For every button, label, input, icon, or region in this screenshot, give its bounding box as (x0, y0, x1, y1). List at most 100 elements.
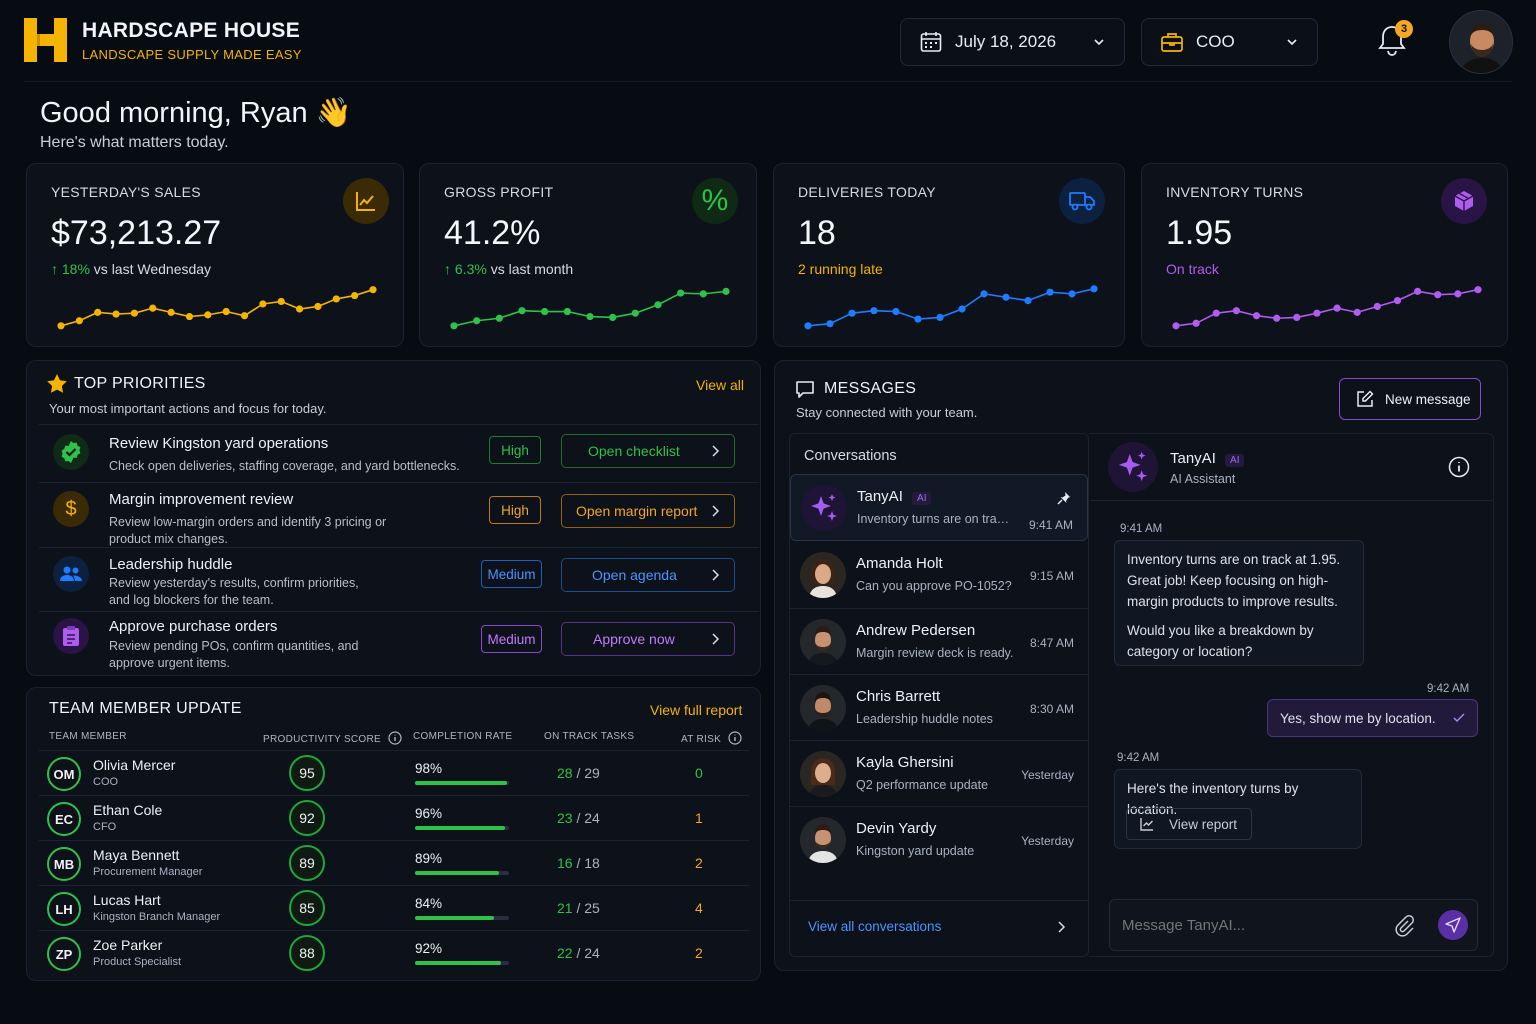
sparkline-path (60, 288, 374, 327)
role-selector[interactable]: COO (1141, 18, 1318, 66)
sparkline-point (204, 311, 212, 319)
open-margin-report-button[interactable]: Open margin report (561, 494, 735, 528)
priorities-title: TOP PRIORITIES (74, 375, 206, 392)
member-name: Ethan Cole (93, 802, 163, 818)
message-time: 9:42 AM (1117, 752, 1160, 764)
sparkline-point (1414, 287, 1422, 295)
member-name: Olivia Mercer (93, 757, 176, 773)
open-agenda-button[interactable]: Open agenda (561, 558, 735, 592)
messages-title: MESSAGES (824, 380, 917, 397)
conversations-list: Conversations TanyAI AI Inventory turns … (789, 433, 1089, 957)
sparkline-point (609, 313, 617, 321)
conversation-devin-yardy[interactable]: Devin Yardy Kingston yard update Yesterd… (790, 806, 1088, 872)
team-row[interactable]: OM Olivia Mercer COO 95 98% 28 / 29 0 (39, 750, 749, 795)
check-circle-icon (53, 434, 89, 470)
notification-badge: 3 (1395, 20, 1413, 38)
sparkline-path (807, 288, 1095, 327)
conversation-kayla-ghersini[interactable]: Kayla Ghersini Q2 performance update Yes… (790, 740, 1088, 806)
greeting-title: Good morning, Ryan 👋 (40, 97, 352, 129)
user-avatar[interactable] (1449, 10, 1513, 74)
sparkline-point (1046, 288, 1054, 296)
completion-rate: 84% (415, 896, 443, 911)
chat-name: TanyAI AI (1170, 450, 1245, 467)
completion-rate: 98% (415, 761, 443, 776)
team-row[interactable]: LH Lucas Hart Kingston Branch Manager 85… (39, 885, 749, 930)
sparkline-point (1002, 293, 1010, 301)
chevron-down-icon (1094, 39, 1104, 46)
at-risk-count: 2 (695, 855, 703, 871)
ai-message-bubble: Inventory turns are on track at 1.95. Gr… (1114, 540, 1364, 666)
sparkline-point (1192, 319, 1200, 327)
user-avatar-icon (1450, 11, 1512, 73)
priority-badge-medium: Medium (481, 560, 542, 588)
pin-icon[interactable] (1057, 491, 1071, 505)
conversation-amanda-holt[interactable]: Amanda Holt Can you approve PO-1052? 9:1… (790, 542, 1088, 608)
conversation-tanyai[interactable]: TanyAI AI Inventory turns are on track..… (790, 474, 1088, 541)
open-checklist-button[interactable]: Open checklist (561, 434, 735, 468)
team-title: TEAM MEMBER UPDATE (49, 700, 242, 717)
member-initials: ZP (47, 937, 81, 971)
completion-bar (415, 826, 509, 830)
sparkline-point (1313, 309, 1321, 317)
send-button[interactable] (1438, 910, 1468, 940)
user-message-bubble: Yes, show me by location. (1267, 699, 1478, 737)
priority-badge-high: High (489, 496, 541, 524)
info-icon[interactable] (1448, 456, 1470, 478)
conversation-preview: Q2 performance update (856, 778, 989, 792)
chevron-right-icon (712, 445, 720, 457)
paperclip-icon[interactable] (1394, 915, 1414, 937)
message-input[interactable] (1122, 912, 1392, 938)
conversation-name: Kayla Ghersini (856, 754, 954, 771)
brand-subtitle: LANDSCAPE SUPPLY MADE EASY (82, 47, 302, 62)
view-report-button[interactable]: View report (1126, 808, 1252, 840)
sparkline-point (1068, 290, 1076, 298)
kpi-value: 18 (798, 214, 836, 252)
sparkline-point (94, 308, 102, 316)
messages-subtitle: Stay connected with your team. (796, 405, 978, 420)
conversation-chris-barrett[interactable]: Chris Barrett Leadership huddle notes 8:… (790, 674, 1088, 740)
sparkline-point (563, 307, 571, 316)
sparkline-point (57, 322, 65, 330)
conversation-name: Chris Barrett (856, 688, 941, 705)
sparkline-point (277, 297, 285, 306)
col-header-member: TEAM MEMBER (49, 731, 127, 742)
priority-item: Approve purchase orders Review pending P… (39, 611, 759, 673)
sparkline-path (453, 290, 727, 327)
avatar-male-icon (800, 619, 846, 665)
member-initials: EC (47, 802, 81, 836)
productivity-score: 85 (289, 890, 325, 926)
conversation-andrew-pedersen[interactable]: Andrew Pedersen Margin review deck is re… (790, 608, 1088, 674)
kpi-delta: ↑ 18% vs last Wednesday (51, 261, 212, 277)
approve-now-button[interactable]: Approve now (561, 622, 735, 656)
sparkline-point (804, 322, 812, 330)
productivity-score: 95 (289, 755, 325, 791)
sparkline-point (654, 301, 662, 309)
sparkline-point (848, 309, 856, 317)
role-label: COO (1196, 32, 1235, 51)
view-full-report-link[interactable]: View full report (650, 702, 743, 718)
conversation-time: 8:47 AM (1029, 636, 1074, 650)
kpi-value: $73,213.27 (51, 214, 222, 252)
member-role: Kingston Branch Manager (93, 911, 221, 923)
sparkline-point (1273, 314, 1281, 322)
team-row[interactable]: MB Maya Bennett Procurement Manager 89 8… (39, 840, 749, 885)
view-all-priorities-link[interactable]: View all (696, 377, 744, 393)
sparkline-point (149, 304, 157, 312)
ai-message-bubble: Here's the inventory turns by location. … (1114, 769, 1362, 849)
inventory-sparkline (1172, 286, 1482, 330)
people-icon (53, 556, 89, 592)
productivity-score: 88 (289, 935, 325, 971)
member-role: Procurement Manager (93, 866, 203, 878)
sparkline-point (259, 300, 267, 308)
new-message-button[interactable]: New message (1339, 378, 1481, 420)
kpi-label: DELIVERIES TODAY (798, 184, 936, 200)
member-role: CFO (93, 821, 117, 833)
on-track-tasks: 28 / 29 (557, 765, 600, 781)
chevron-right-icon (712, 569, 720, 581)
team-row[interactable]: ZP Zoe Parker Product Specialist 88 92% … (39, 930, 749, 975)
view-all-conversations-link[interactable]: View all conversations (790, 900, 1088, 956)
sparkline-point (332, 295, 340, 303)
team-row[interactable]: EC Ethan Cole CFO 92 96% 23 / 24 1 (39, 795, 749, 840)
date-picker[interactable]: July 18, 2026 (900, 18, 1125, 66)
date-label: July 18, 2026 (955, 32, 1057, 51)
